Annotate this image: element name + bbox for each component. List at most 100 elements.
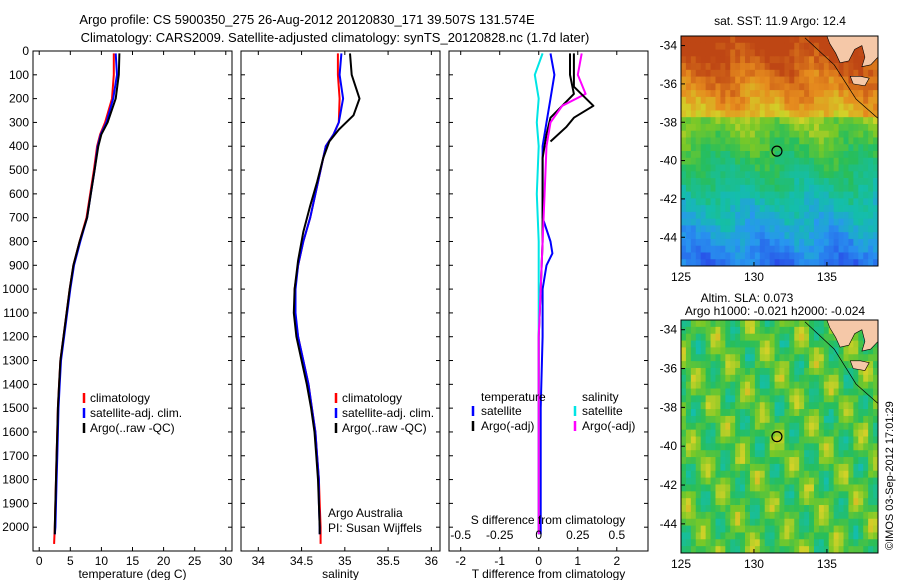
salinity-profile-frame [240,50,441,552]
map-cell [818,388,825,396]
map-cell [858,374,864,383]
map-cell [868,484,874,492]
map-cell [784,518,790,526]
map-cell [749,450,756,458]
map-cell [779,76,785,84]
map-cell [779,381,785,389]
map-cell [774,151,780,159]
map-cell [789,443,795,451]
map-cell [838,151,844,159]
map-cell [784,470,790,479]
map-cell [789,218,795,226]
map-cell [784,463,790,472]
map-cell [695,205,702,213]
map-cell [843,436,849,444]
map-cell [838,90,844,98]
map-cell [769,511,775,520]
map-cell [784,436,790,444]
map-cell [823,117,830,125]
map-cell [730,422,736,431]
map-cell [774,252,780,260]
map-cell [823,505,830,513]
y-tick-label: 500 [9,163,29,177]
map-cell [774,463,780,472]
map-cell [818,232,825,240]
series-line-salinity-argo-adj-small [549,53,595,143]
map-cell [705,354,711,362]
map-cell [789,326,795,335]
map-cell [828,103,835,111]
map-cell [690,422,697,431]
map-cell [715,171,721,179]
map-cell [813,422,820,431]
map-cell [720,198,726,206]
map-cell [833,347,839,355]
map-cell [769,505,775,513]
map-cell [730,225,736,233]
map-cell [710,245,716,253]
map-cell [764,76,771,84]
map-cell [759,69,766,77]
map-cell [873,164,879,172]
map-cell [818,103,825,111]
map-cell [725,532,731,540]
map-cell [813,484,820,492]
map-cell [681,532,687,540]
map-cell [764,354,771,362]
map-cell [858,69,864,77]
map-cell [690,484,697,492]
map-cell [740,232,746,240]
map-cell [818,36,825,44]
map-cell [745,477,751,485]
map-cell [764,123,771,132]
map-cell [720,525,726,533]
map-cell [685,320,692,328]
map-cell [705,238,711,247]
map-cell [794,164,800,172]
y-tick-label: 1000 [2,282,29,296]
map-cell [868,252,874,260]
map-cell [828,137,835,145]
map-cell [868,415,874,424]
map-cell [873,491,879,499]
map-cell [774,361,780,369]
map-cell [759,238,766,247]
map-cell [730,498,736,506]
map-cell [863,191,869,199]
map-cell [853,90,859,98]
map-cell [789,333,795,341]
map-cell [715,402,721,410]
map-cell [799,36,805,44]
map-cell [779,518,785,526]
map-cell [749,245,756,253]
map-cell [809,117,815,125]
map-cell [735,110,741,118]
map-cell [833,415,839,424]
map-cell [809,96,815,105]
map-cell [749,333,756,341]
map-cell [690,63,697,71]
map-cell [690,388,697,396]
map-cell [799,63,805,71]
map-cell [809,69,815,77]
map-cell [749,123,756,132]
map-cell [681,164,687,172]
map-cell [789,178,795,186]
map-cell [863,245,869,253]
map-cell [681,218,687,226]
map-cell [769,198,775,206]
map-cell [745,361,751,369]
map-cell [681,96,687,105]
map-cell [725,123,731,132]
map-cell [774,511,780,520]
map-cell [848,69,854,77]
map-cell [838,470,844,479]
map-cell [868,505,874,513]
map-cell [745,238,751,247]
map-cell [838,211,844,220]
map-cell [784,505,790,513]
map-cell [779,326,785,335]
map-cell [759,123,766,132]
map-cell [715,178,721,186]
map-cell [705,388,711,396]
